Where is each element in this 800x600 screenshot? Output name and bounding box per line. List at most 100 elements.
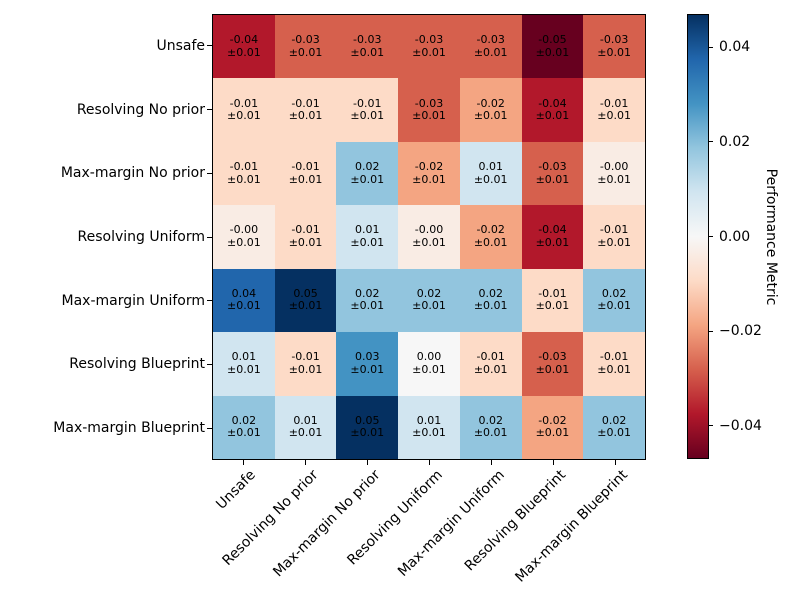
cell-value: 0.02 [231,413,257,427]
x-tick-label: Max-margin Blueprint [512,467,632,586]
cell-value: 0.01 [293,413,318,427]
cell-error: ±0.01 [535,362,570,376]
cell-error: ±0.01 [597,426,631,440]
colorbar-tick-label: 0.02 [719,133,751,150]
cell-error: ±0.01 [597,45,631,59]
cell-value: 0.02 [416,286,442,300]
y-tick-mark [207,45,212,47]
heatmap-cell: -0.02 ±0.01 [398,141,460,206]
cell-value: -0.03 [353,33,382,47]
colorbar-tick-mark [709,330,713,332]
cell-value: 0.02 [601,286,627,300]
cell-error: ±0.01 [226,299,261,313]
cell-error: ±0.01 [597,362,631,376]
y-tick-label: Unsafe [156,37,205,54]
cell-error: ±0.01 [535,426,570,440]
heatmap-cell: -0.04 ±0.01 [521,205,584,269]
cell-value: -0.00 [229,223,259,237]
heatmap-cell: -0.03 ±0.01 [398,15,460,79]
cell-value: -0.01 [291,350,320,364]
cell-value: 0.02 [601,413,627,427]
cell-value: 0.01 [231,350,257,364]
cell-error: ±0.01 [597,109,631,123]
cell-error: ±0.01 [535,109,570,123]
cell-value: -0.04 [538,223,567,237]
cell-value: -0.01 [538,286,567,300]
cell-error: ±0.01 [412,45,446,59]
cell-error: ±0.01 [350,362,385,376]
heatmap-cell: 0.01 ±0.01 [213,332,275,396]
heatmap-cell: -0.03 ±0.01 [398,78,460,142]
heatmap-cell: -0.03 ±0.01 [583,15,645,79]
heatmap-cell: 0.01 ±0.01 [459,141,522,206]
cell-error: ±0.01 [226,426,261,440]
cell-value: 0.02 [355,286,380,300]
cell-error: ±0.01 [597,235,631,249]
cell-error: ±0.01 [412,362,446,376]
cell-value: 0.04 [231,286,257,300]
cell-value: 0.02 [478,286,503,300]
cell-value: -0.01 [476,350,505,364]
cell-value: -0.01 [291,96,320,110]
heatmap-cell: -0.01 ±0.01 [274,141,337,206]
x-tick-label: Max-margin No prior [270,467,384,581]
x-tick-label: Unsafe [213,467,260,513]
heatmap-cell: -0.01 ±0.01 [336,78,399,142]
colorbar-tick-label: −0.02 [719,323,762,340]
cell-value: 0.00 [416,350,442,364]
cell-value: -0.01 [229,160,259,174]
heatmap-cell: -0.01 ±0.01 [583,332,645,396]
cell-value: -0.02 [538,413,567,427]
x-tick-mark [366,460,368,465]
colorbar-tick-mark [709,236,713,237]
colorbar-tick-mark [709,141,713,143]
x-tick-mark [614,460,616,465]
cell-error: ±0.01 [288,45,323,59]
heatmap-cell: 0.05 ±0.01 [336,395,399,459]
heatmap-cell: 0.02 ±0.01 [213,395,275,459]
cell-error: ±0.01 [226,362,261,376]
x-tick-mark [552,460,554,465]
cell-error: ±0.01 [288,235,323,249]
cell-error: ±0.01 [226,172,261,186]
cell-value: -0.00 [414,223,444,237]
cell-value: -0.02 [476,223,505,237]
cell-error: ±0.01 [473,45,508,59]
cell-error: ±0.01 [597,172,631,186]
heatmap-cell: 0.02 ±0.01 [336,268,399,333]
y-tick-label: Resolving Uniform [77,229,206,245]
heatmap-cell: -0.00 ±0.01 [213,205,275,269]
cell-error: ±0.01 [412,172,446,186]
cell-error: ±0.01 [288,109,323,123]
cell-error: ±0.01 [473,299,508,313]
cell-value: -0.02 [414,160,444,174]
heatmap-cell: 0.01 ±0.01 [336,205,399,269]
cell-error: ±0.01 [412,109,446,123]
heatmap-cell: 0.02 ±0.01 [583,395,645,459]
heatmap-cell: 0.02 ±0.01 [336,141,399,206]
cell-value: -0.04 [229,33,259,47]
cell-value: 0.03 [355,350,380,364]
cell-value: -0.01 [291,223,320,237]
heatmap-cell: -0.03 ±0.01 [521,141,584,206]
cell-error: ±0.01 [288,299,323,313]
cell-error: ±0.01 [473,362,508,376]
cell-error: ±0.01 [350,109,385,123]
y-tick-label: Max-margin No prior [60,165,205,182]
cell-error: ±0.01 [535,299,570,313]
cell-error: ±0.01 [473,426,508,440]
cell-error: ±0.01 [412,235,446,249]
cell-error: ±0.01 [535,172,570,186]
heatmap-cell: 0.00 ±0.01 [398,332,460,396]
heatmap-cell: -0.02 ±0.01 [459,205,522,269]
cell-value: 0.01 [355,223,380,237]
cell-value: -0.03 [476,33,505,47]
y-tick-mark [207,109,212,111]
cell-value: -0.01 [599,223,629,237]
cell-value: 0.02 [478,413,503,427]
heatmap-cell: -0.00 ±0.01 [583,141,645,206]
cell-value: -0.03 [599,33,629,47]
heatmap-cell: -0.01 ±0.01 [213,78,275,142]
heatmap-cell: -0.01 ±0.01 [521,268,584,333]
cell-value: -0.01 [291,160,320,174]
